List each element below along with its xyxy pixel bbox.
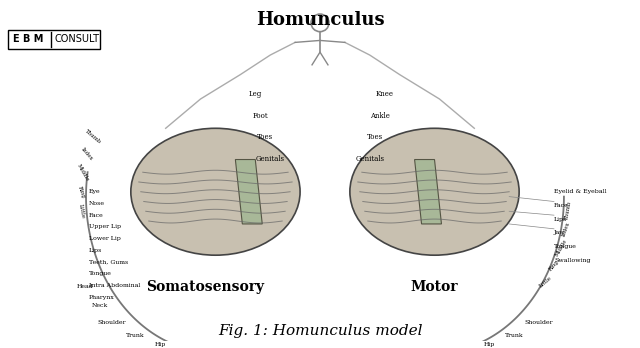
Ellipse shape xyxy=(131,128,300,255)
Text: Leg: Leg xyxy=(249,90,262,98)
Ellipse shape xyxy=(350,128,519,255)
Text: Hip: Hip xyxy=(154,342,166,347)
Text: Lips: Lips xyxy=(89,248,102,253)
Text: Toes: Toes xyxy=(367,133,383,141)
Text: Head: Head xyxy=(77,284,93,289)
Text: Foot: Foot xyxy=(252,112,268,120)
Text: Little: Little xyxy=(538,275,553,288)
Text: Knee: Knee xyxy=(376,90,394,98)
Text: Thumb: Thumb xyxy=(83,128,101,145)
Text: Trunk: Trunk xyxy=(505,333,524,338)
Text: Nose: Nose xyxy=(89,201,105,206)
Text: Jaw: Jaw xyxy=(554,230,566,235)
Text: CONSULT: CONSULT xyxy=(54,34,99,45)
Text: Lower Lip: Lower Lip xyxy=(89,236,121,241)
Text: E B M: E B M xyxy=(13,34,44,45)
Polygon shape xyxy=(236,159,262,224)
Text: Shoulder: Shoulder xyxy=(97,319,125,325)
Text: Toes: Toes xyxy=(257,133,273,141)
Text: Ankle: Ankle xyxy=(370,112,390,120)
Text: Homunculus: Homunculus xyxy=(256,11,384,29)
Text: Genitals: Genitals xyxy=(256,155,285,163)
Text: Hip: Hip xyxy=(484,342,495,347)
Text: Somatosensory: Somatosensory xyxy=(147,279,264,294)
Text: Tongue: Tongue xyxy=(554,244,577,249)
Text: Motor: Motor xyxy=(411,279,458,294)
Text: Shoulder: Shoulder xyxy=(524,319,553,325)
Text: Ring: Ring xyxy=(77,185,86,199)
Text: Eye: Eye xyxy=(89,189,100,194)
Polygon shape xyxy=(415,159,442,224)
Text: Swallowing: Swallowing xyxy=(554,258,591,263)
Text: Fig. 1: Homunculus model: Fig. 1: Homunculus model xyxy=(218,324,422,338)
Text: Pharynx: Pharynx xyxy=(89,295,115,300)
Text: Genitals: Genitals xyxy=(355,155,384,163)
Text: Index: Index xyxy=(561,221,571,238)
FancyBboxPatch shape xyxy=(8,30,100,49)
Text: Middle: Middle xyxy=(554,238,568,258)
Text: Upper Lip: Upper Lip xyxy=(89,224,121,229)
Text: Ring: Ring xyxy=(548,259,560,272)
Text: Intra Abdominal: Intra Abdominal xyxy=(89,283,140,288)
Text: Face: Face xyxy=(89,213,104,218)
Text: Neck: Neck xyxy=(92,303,108,308)
Text: Eyelid & Eyeball: Eyelid & Eyeball xyxy=(554,189,607,194)
Text: Little: Little xyxy=(78,203,85,219)
Text: Index: Index xyxy=(79,147,93,162)
Text: Thumb: Thumb xyxy=(564,201,572,221)
Text: Teeth, Gums: Teeth, Gums xyxy=(89,260,128,264)
Text: Face: Face xyxy=(554,203,569,208)
Text: Tongue: Tongue xyxy=(89,271,112,276)
Text: Middle: Middle xyxy=(76,163,90,183)
Text: Lips: Lips xyxy=(554,216,567,222)
Text: Trunk: Trunk xyxy=(126,333,145,338)
